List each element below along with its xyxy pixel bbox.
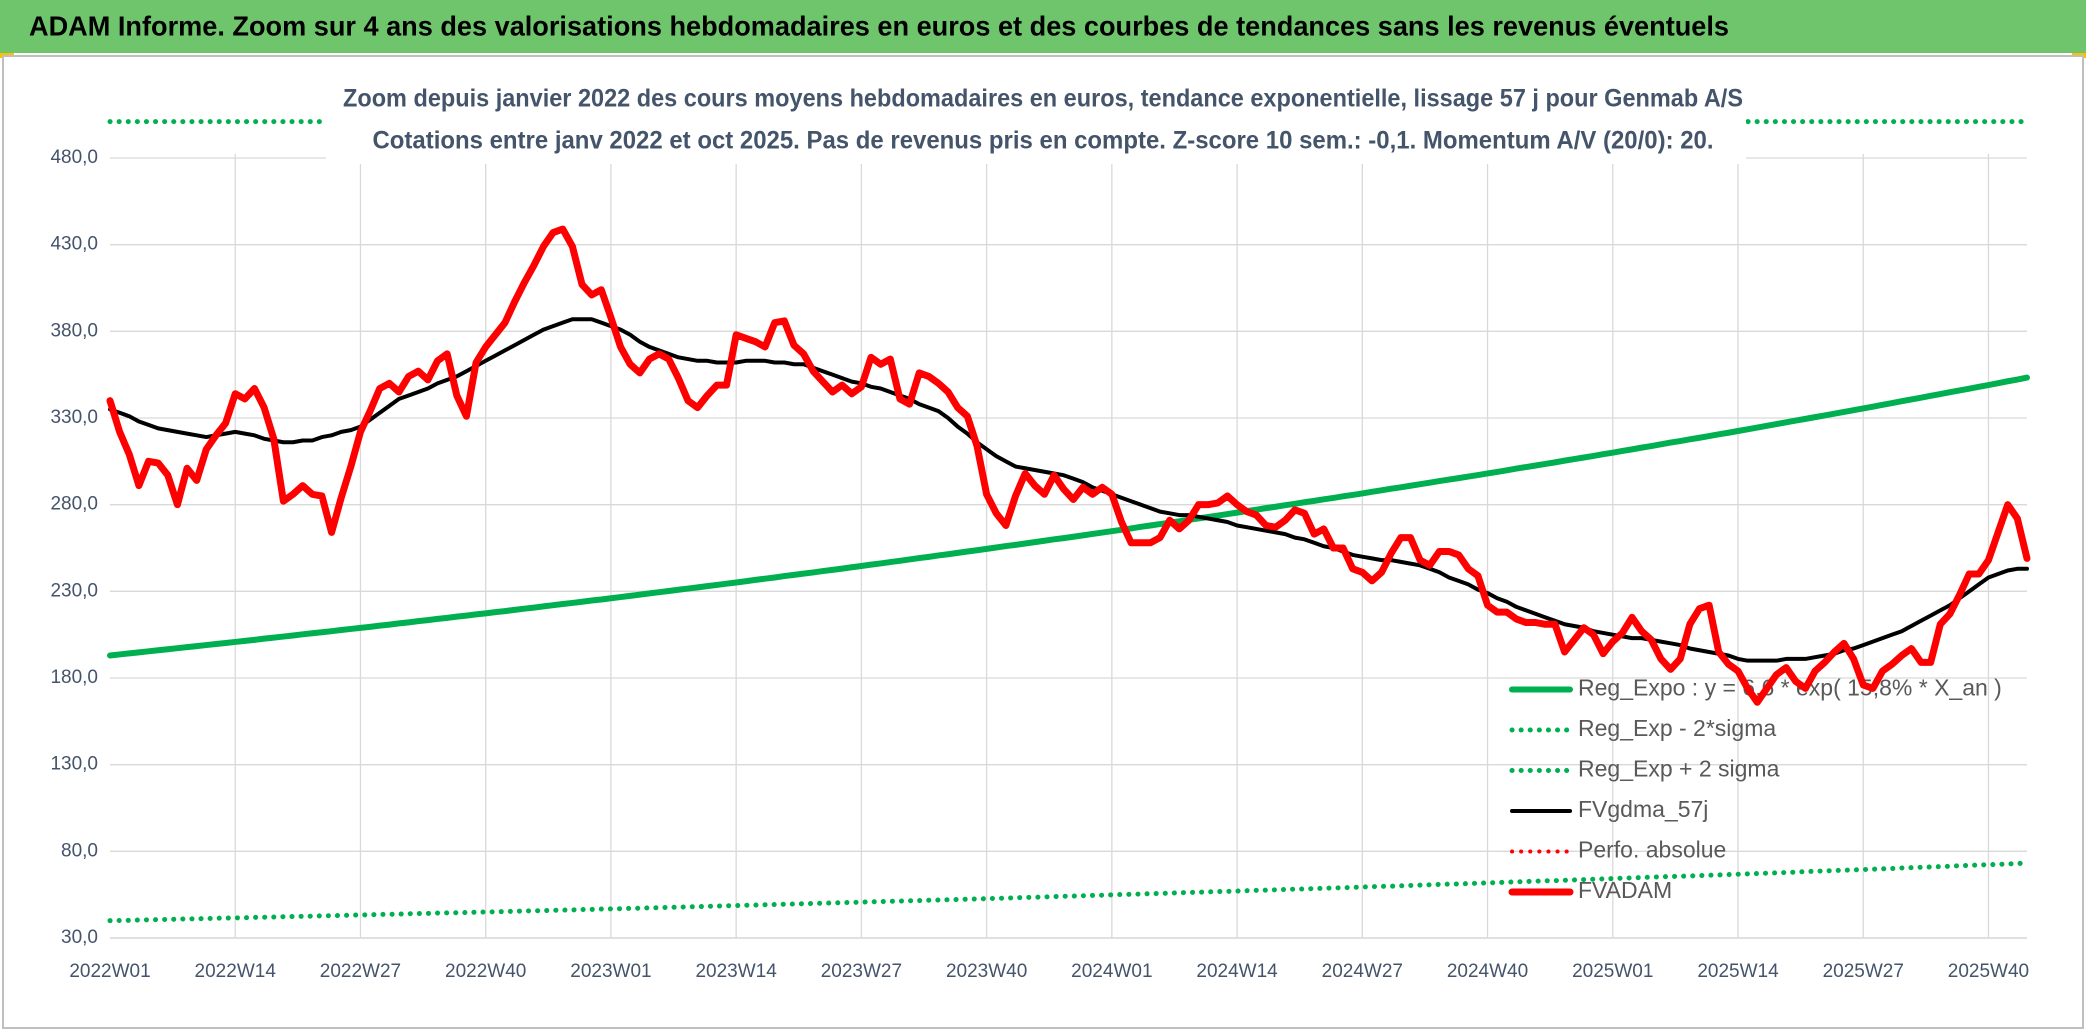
y-tick-label: 180,0 — [50, 667, 98, 688]
x-tick-label: 2022W01 — [69, 961, 150, 982]
series-line — [108, 317, 2029, 663]
chart-subtitle: Cotations entre janv 2022 et oct 2025. P… — [373, 127, 1714, 155]
x-tick-label: 2023W40 — [946, 961, 1027, 982]
legend-label: Reg_Exp + 2 sigma — [1578, 756, 1780, 782]
x-tick-label: 2024W14 — [1196, 961, 1278, 982]
legend-label: FVgdma_57j — [1578, 796, 1708, 822]
subtitle-box — [326, 78, 1746, 164]
x-tick-label: 2022W14 — [195, 961, 277, 982]
y-tick-label: 230,0 — [50, 580, 98, 601]
y-tick-label: 130,0 — [50, 754, 98, 775]
x-tick-label: 2023W27 — [821, 961, 902, 982]
x-tick-label: 2024W01 — [1071, 961, 1152, 982]
legend-label: Reg_Exp - 2*sigma — [1578, 715, 1776, 741]
x-tick-label: 2022W40 — [445, 961, 526, 982]
legend-label: Perfo. absolue — [1578, 837, 1726, 863]
y-tick-label: 480,0 — [50, 147, 98, 168]
series-line — [107, 374, 2030, 659]
series-line — [107, 860, 2030, 924]
x-tick-label: 2023W14 — [695, 961, 777, 982]
header-bar — [0, 0, 2086, 53]
x-tick-label: 2025W27 — [1823, 961, 1904, 982]
x-tick-label: 2023W01 — [570, 961, 651, 982]
y-tick-label: 380,0 — [50, 320, 98, 341]
y-tick-label: 30,0 — [61, 927, 98, 948]
chart-subtitle: Zoom depuis janvier 2022 des cours moyen… — [343, 85, 1743, 113]
x-tick-label: 2024W27 — [1322, 961, 1403, 982]
x-tick-label: 2025W40 — [1948, 961, 2029, 982]
y-tick-label: 430,0 — [50, 234, 98, 255]
chart-title: ADAM Informe. Zoom sur 4 ans des valoris… — [29, 10, 1729, 41]
y-tick-label: 330,0 — [50, 407, 98, 428]
x-tick-label: 2024W40 — [1447, 961, 1528, 982]
y-tick-label: 280,0 — [50, 494, 98, 515]
x-tick-label: 2022W27 — [320, 961, 401, 982]
y-tick-label: 80,0 — [61, 840, 98, 861]
series-line — [106, 225, 2031, 706]
x-tick-label: 2025W14 — [1697, 961, 1779, 982]
x-tick-label: 2025W01 — [1572, 961, 1653, 982]
